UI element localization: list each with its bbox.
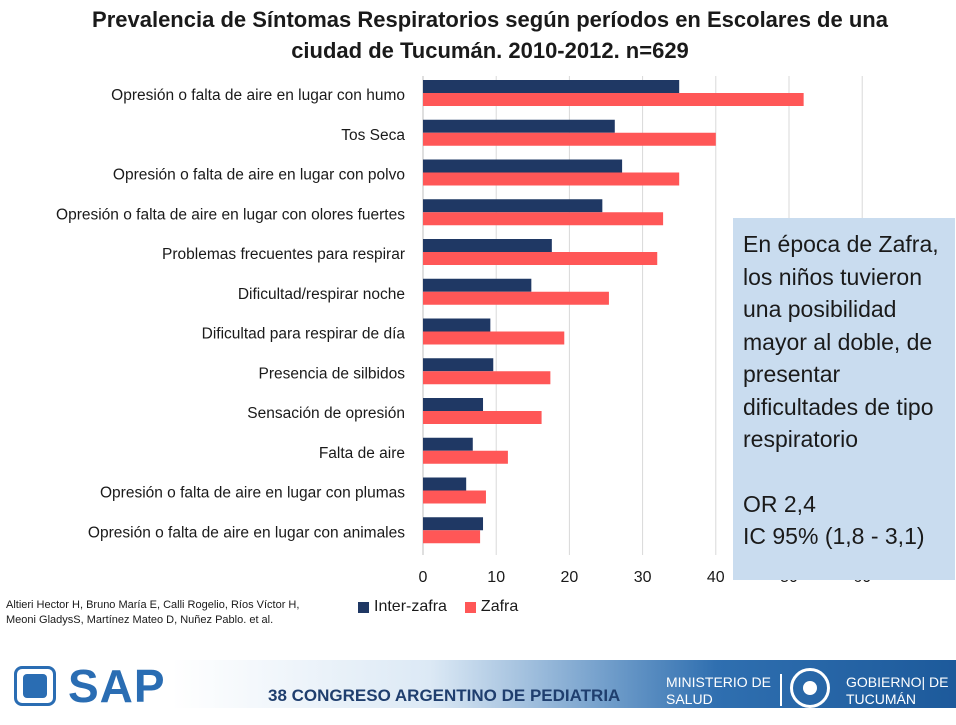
category-label: Dificultad/respirar noche	[238, 286, 405, 303]
tucuman-sun-icon	[790, 668, 830, 708]
chart-legend: Inter-zafra Zafra	[358, 598, 536, 616]
bar-inter-zafra	[423, 398, 484, 411]
bar-zafra	[423, 132, 716, 146]
category-label: Opresión o falta de aire en lugar con hu…	[111, 87, 405, 104]
category-label: Opresión o falta de aire en lugar con pl…	[100, 485, 405, 502]
x-tick-label: 0	[419, 569, 428, 586]
callout-box: En época de Zafra, los niños tuvieron un…	[733, 218, 955, 580]
bar-zafra	[423, 411, 542, 424]
bar-inter-zafra	[423, 159, 623, 173]
bar-inter-zafra	[423, 358, 494, 372]
bar-zafra	[423, 530, 481, 544]
category-label: Sensación de opresión	[247, 405, 405, 422]
x-tick-label: 40	[707, 569, 725, 586]
bar-inter-zafra	[423, 517, 484, 531]
bar-zafra	[423, 450, 508, 464]
bar-inter-zafra	[423, 199, 603, 213]
bar-inter-zafra	[423, 119, 615, 133]
chart-title: Prevalencia de Síntomas Respiratorios se…	[92, 7, 888, 63]
footer-banner: SAP 38 CONGRESO ARGENTINO DE PEDIATRIA M…	[0, 660, 956, 724]
legend-label-inter-zafra: Inter-zafra	[374, 598, 447, 615]
logo-divider	[780, 674, 782, 706]
bar-zafra	[423, 371, 551, 385]
bar-zafra	[423, 252, 658, 265]
legend-label-zafra: Zafra	[480, 598, 519, 615]
x-tick-label: 20	[561, 569, 579, 586]
legend-swatch-zafra	[464, 601, 476, 613]
bar-zafra	[423, 331, 565, 345]
category-label: Dificultad para respirar de día	[202, 326, 406, 343]
category-label: Problemas frecuentes para respirar	[162, 246, 405, 263]
bar-inter-zafra	[423, 477, 467, 491]
bar-zafra	[423, 212, 664, 226]
category-label: Falta de aire	[319, 445, 405, 462]
bar-inter-zafra	[423, 80, 680, 93]
legend-item-inter-zafra: Inter-zafra	[358, 598, 447, 616]
sap-logo: SAP	[14, 660, 166, 712]
citation: Altieri Hector H, Bruno María E, Calli R…	[6, 599, 300, 626]
category-label: Opresión o falta de aire en lugar con an…	[88, 524, 405, 541]
category-label: Tos Seca	[341, 127, 405, 144]
sap-emblem-icon	[14, 666, 56, 706]
bar-zafra	[423, 93, 804, 106]
category-label: Presencia de silbidos	[259, 365, 406, 382]
bar-zafra	[423, 291, 609, 305]
sap-logo-text: SAP	[68, 660, 166, 712]
callout-or: OR 2,4	[743, 490, 816, 517]
legend-item-zafra: Zafra	[464, 598, 519, 616]
x-tick-label: 30	[634, 569, 652, 586]
category-label: Opresión o falta de aire en lugar con po…	[113, 167, 405, 184]
bar-zafra	[423, 490, 486, 504]
bar-chart: 0102030405060Opresión o falta de aire en…	[56, 76, 871, 586]
bar-inter-zafra	[423, 318, 491, 332]
bar-inter-zafra	[423, 278, 532, 292]
x-tick-label: 10	[487, 569, 505, 586]
callout-ic: IC 95% (1,8 - 3,1)	[743, 523, 925, 549]
bar-zafra	[423, 172, 680, 186]
callout-text: En época de Zafra, los niños tuvieron un…	[743, 231, 939, 452]
bar-inter-zafra	[423, 437, 473, 451]
congress-name: 38 CONGRESO ARGENTINO DE PEDIATRIA	[268, 686, 621, 705]
legend-swatch-inter-zafra	[358, 601, 369, 613]
bar-inter-zafra	[423, 239, 552, 252]
category-label: Opresión o falta de aire en lugar con ol…	[56, 206, 405, 223]
gobierno-logo-text: GOBIERNO| DE TUCUMÁN	[846, 674, 949, 707]
ministerio-logo-text: MINISTERIO DE SALUD PÚBLICA	[666, 674, 772, 724]
